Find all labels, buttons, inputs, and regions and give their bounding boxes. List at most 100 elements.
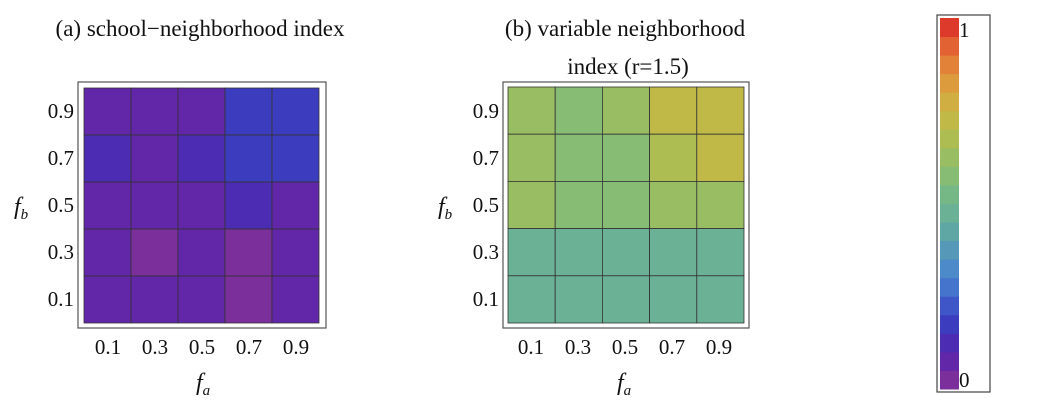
heatmap-cell <box>554 275 603 324</box>
colorbar-swatch <box>940 18 959 38</box>
panel-b-x-ticks: 0.1 0.3 0.5 0.7 0.9 <box>518 335 732 359</box>
colorbar-swatch <box>940 92 959 112</box>
heatmap-cell <box>696 133 745 182</box>
panel-a-y-axis-label: fb <box>14 194 29 223</box>
heatmap-cell <box>83 181 132 230</box>
panel-b-x-tick: 0.3 <box>565 335 591 359</box>
colorbar-swatch <box>940 351 959 371</box>
heatmap-cell <box>602 86 651 135</box>
colorbar-swatch <box>940 184 959 204</box>
heatmap-cell <box>271 275 320 324</box>
panel-a-y-tick: 0.5 <box>48 193 74 217</box>
heatmap-cell <box>130 134 179 183</box>
heatmap-cell <box>554 228 603 277</box>
colorbar: 1 0 <box>936 14 991 393</box>
panel-a-x-ticks: 0.1 0.3 0.5 0.7 0.9 <box>95 335 309 359</box>
colorbar-swatch <box>940 73 959 93</box>
colorbar-swatch <box>940 147 959 167</box>
panel-b-frame <box>502 81 750 329</box>
heatmap-cell <box>554 180 603 229</box>
colorbar-swatch <box>940 296 959 316</box>
heatmap-cell <box>177 228 226 277</box>
heatmap-cell <box>649 275 698 324</box>
colorbar-swatch <box>940 333 959 353</box>
panel-a-x-tick: 0.1 <box>95 335 121 359</box>
heatmap-cell <box>649 228 698 277</box>
panel-b-x-tick: 0.1 <box>518 335 544 359</box>
heatmap-cell <box>224 275 273 324</box>
heatmap-cell <box>554 86 603 135</box>
heatmap-cell <box>507 180 556 229</box>
heatmap-cell <box>177 181 226 230</box>
colorbar-swatch <box>940 110 959 130</box>
heatmap-cell <box>554 133 603 182</box>
heatmap-cell <box>177 134 226 183</box>
heatmap-cell <box>224 87 273 136</box>
panel-b-y-tick: 0.3 <box>473 240 499 264</box>
colorbar-swatches <box>940 18 959 390</box>
heatmap-cell <box>507 228 556 277</box>
panel-a-x-axis-label: fa <box>196 370 210 399</box>
heatmap-cell <box>130 87 179 136</box>
panel-a-y-tick: 0.9 <box>48 99 74 123</box>
heatmap-cell <box>83 275 132 324</box>
panel-a-y-tick: 0.1 <box>48 287 74 311</box>
heatmap-cell <box>649 86 698 135</box>
panel-b-y-tick: 0.9 <box>473 99 499 123</box>
heatmap-cell <box>224 228 273 277</box>
colorbar-max-label: 1 <box>959 18 970 42</box>
heatmap-cell <box>224 134 273 183</box>
colorbar-swatch <box>940 203 959 223</box>
panel-a-frame <box>77 81 327 329</box>
panel-b-cells <box>507 86 745 324</box>
colorbar-swatch <box>940 314 959 334</box>
colorbar-swatch <box>940 370 959 390</box>
colorbar-swatch <box>940 259 959 279</box>
heatmap-cell <box>507 275 556 324</box>
panel-b-title-line-1: (b) variable neighborhood <box>505 16 746 41</box>
heatmap-cell <box>602 180 651 229</box>
panel-b-y-axis-label: fb <box>438 194 453 223</box>
colorbar-swatch <box>940 166 959 186</box>
colorbar-swatch <box>940 222 959 242</box>
heatmap-cell <box>696 275 745 324</box>
panel-b: (b) variable neighborhood index (r=1.5) … <box>438 16 750 399</box>
heatmap-cell <box>271 134 320 183</box>
colorbar-swatch <box>940 277 959 297</box>
heatmap-cell <box>696 86 745 135</box>
panel-a-x-tick: 0.7 <box>236 335 262 359</box>
panel-b-y-ticks: 0.9 0.7 0.5 0.3 0.1 <box>473 99 499 311</box>
heatmap-cell <box>602 275 651 324</box>
panel-b-x-tick: 0.9 <box>706 335 732 359</box>
panel-a-y-tick: 0.7 <box>48 146 74 170</box>
panel-b-y-tick: 0.7 <box>473 146 499 170</box>
colorbar-min-label: 0 <box>959 368 970 392</box>
heatmap-cell <box>130 228 179 277</box>
colorbar-swatch <box>940 240 959 260</box>
panel-a-y-tick: 0.3 <box>48 240 74 264</box>
heatmap-cell <box>130 275 179 324</box>
heatmap-cell <box>649 180 698 229</box>
colorbar-swatch <box>940 55 959 75</box>
heatmap-cell <box>83 134 132 183</box>
heatmap-cell <box>507 133 556 182</box>
heatmap-cell <box>649 133 698 182</box>
panel-a-x-tick: 0.5 <box>189 335 215 359</box>
heatmap-cell <box>271 228 320 277</box>
heatmap-cell <box>83 228 132 277</box>
heatmap-cell <box>696 228 745 277</box>
heatmap-cell <box>602 133 651 182</box>
heatmap-cell <box>83 87 132 136</box>
heatmap-cell <box>177 87 226 136</box>
panel-b-x-tick: 0.7 <box>659 335 685 359</box>
heatmap-cell <box>130 181 179 230</box>
panel-b-y-tick: 0.1 <box>473 287 499 311</box>
heatmap-cell <box>507 86 556 135</box>
heatmap-cell <box>271 87 320 136</box>
panel-a-cells <box>83 87 320 324</box>
panel-a-x-tick: 0.3 <box>142 335 168 359</box>
panel-a-y-ticks: 0.9 0.7 0.5 0.3 0.1 <box>48 99 74 311</box>
panel-a-x-tick: 0.9 <box>283 335 309 359</box>
panel-a: (a) school−neighborhood index 0.9 0.7 0.… <box>14 16 345 399</box>
